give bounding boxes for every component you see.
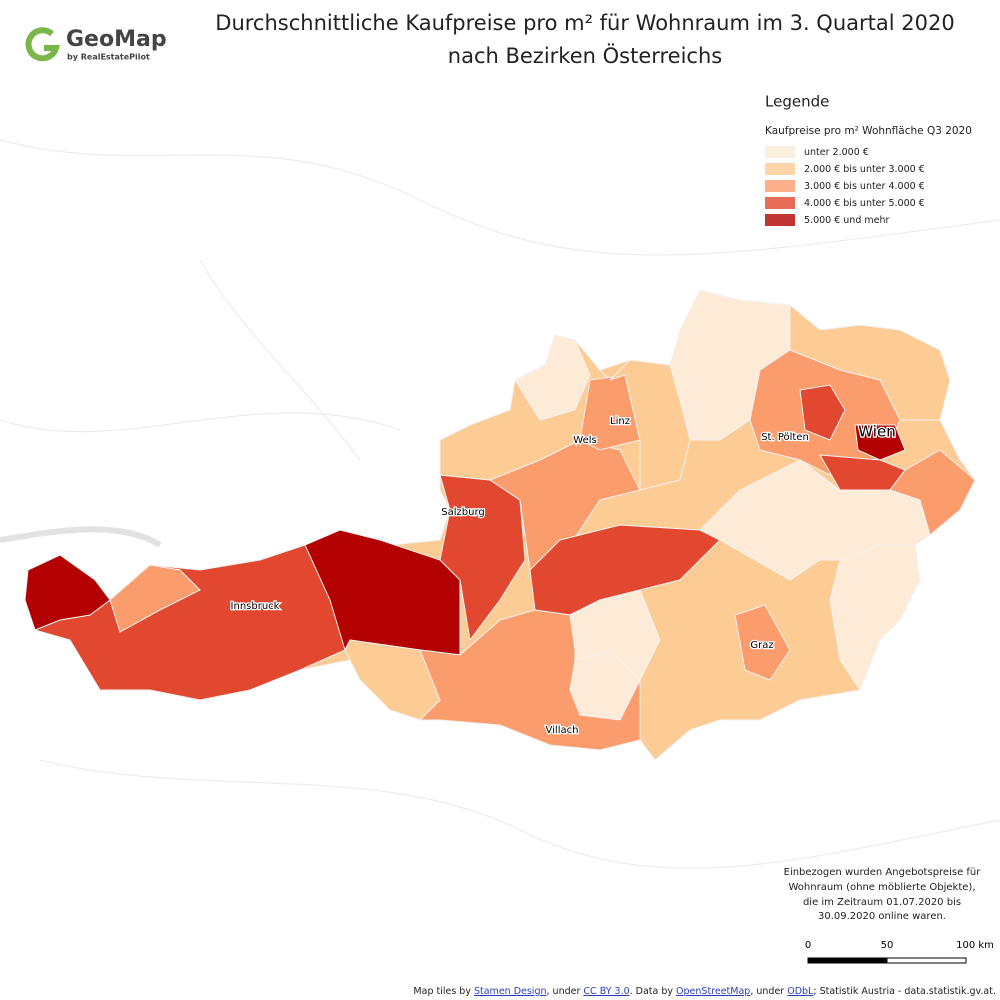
city-label: Graz — [750, 640, 773, 651]
attribution-text: . Data by — [629, 986, 677, 997]
legend-title: Legende — [765, 93, 829, 111]
legend-swatch — [765, 163, 795, 175]
note-line: Einbezogen wurden Angebotspreise für — [784, 867, 982, 878]
scale-label: 0 — [805, 940, 811, 951]
link[interactable]: OpenStreetMap — [676, 986, 751, 997]
district — [854, 424, 906, 461]
attribution-text: Map tiles by — [413, 986, 474, 997]
logo-subtext: by RealEstatePilot — [67, 53, 150, 62]
city-label: Salzburg — [441, 507, 484, 518]
district — [488, 439, 641, 571]
logo: GeoMap by RealEstatePilot — [25, 27, 167, 62]
scale-segment — [807, 957, 888, 964]
title: nach Bezirken Österreichs — [448, 43, 722, 68]
district — [889, 449, 976, 536]
link[interactable]: CC BY 3.0 — [583, 986, 630, 997]
basemap — [0, 139, 1000, 869]
note: Einbezogen wurden Angebotspreise für Woh… — [784, 867, 982, 922]
logo-text: GeoMap — [66, 27, 167, 52]
scale-segment — [886, 957, 967, 964]
district — [33, 539, 351, 701]
city-label: Wels — [573, 435, 596, 446]
legend-swatch — [765, 214, 795, 226]
city-label: Wien — [858, 423, 895, 441]
legend-subtitle: Kaufpreise pro m² Wohnfläche Q3 2020 — [765, 125, 972, 137]
attribution: Map tiles by Stamen Design, under CC BY … — [0, 986, 996, 997]
city-label: Villach — [546, 725, 579, 736]
district — [734, 604, 791, 681]
district — [569, 649, 641, 721]
district — [514, 334, 591, 421]
legend-label: 5.000 € und mehr — [804, 215, 889, 226]
note-line: Wohnraum (ohne möblierte Objekte), — [789, 882, 976, 893]
district — [109, 564, 201, 633]
link[interactable]: Stamen Design — [473, 986, 547, 997]
note-line: 30.09.2020 online waren. — [818, 911, 946, 922]
city-label: Linz — [610, 416, 630, 427]
district — [24, 554, 111, 631]
link[interactable]: ODbL — [787, 986, 814, 997]
legend-label: 2.000 € bis unter 3.000 € — [804, 164, 925, 175]
city-labels: Linz Wels St. Pölten Wien Salzburg Innsb… — [229, 415, 897, 738]
district — [609, 359, 691, 491]
districts — [24, 289, 976, 761]
legend-label: unter 2.000 € — [804, 147, 869, 158]
attribution-text: ; Statistik Austria - data.statistik.gv.… — [813, 986, 996, 997]
scale-bar: 0 50 100 km — [805, 940, 994, 964]
title: Durchschnittliche Kaufpreise pro m² für … — [215, 11, 954, 35]
legend-label: 4.000 € bis unter 5.000 € — [804, 198, 925, 209]
attribution-text: , under — [750, 986, 788, 997]
city-label: Innsbruck — [231, 601, 280, 612]
legend-swatch — [765, 146, 795, 158]
attribution-text: , under — [546, 986, 584, 997]
scale-label: 100 km — [956, 940, 994, 951]
note-line: die im Zeitraum 01.07.2020 bis — [803, 897, 961, 908]
city-label: St. Pölten — [761, 432, 809, 443]
legend-swatch — [765, 180, 795, 192]
legend-label: 3.000 € bis unter 4.000 € — [804, 181, 925, 192]
scale-label: 50 — [881, 940, 894, 951]
legend: unter 2.000 € 2.000 € bis unter 3.000 € 3.… — [765, 146, 925, 226]
legend-swatch — [765, 197, 795, 209]
district — [799, 384, 846, 441]
